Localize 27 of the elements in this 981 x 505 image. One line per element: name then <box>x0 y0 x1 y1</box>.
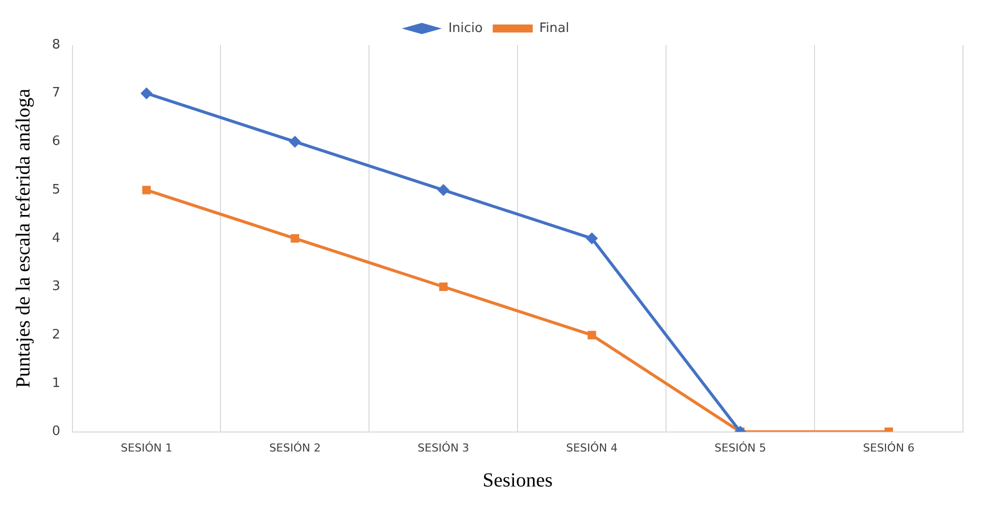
point <box>437 184 450 196</box>
y-tick-label: 0 <box>52 424 60 440</box>
x-tick-label: SESIÓN 5 <box>714 440 766 454</box>
point <box>290 234 300 243</box>
x-tick-label: SESIÓN 3 <box>418 440 470 454</box>
legend-label: Final <box>539 20 570 36</box>
y-axis-title: Puntajes de la escala referida análoga <box>12 88 34 388</box>
y-tick-label: 7 <box>52 86 60 101</box>
y-tick-label: 4 <box>52 230 60 246</box>
x-tick-label: SESIÓN 1 <box>120 440 172 454</box>
point <box>142 186 151 194</box>
point <box>586 232 598 244</box>
x-axis-title: Sesiones <box>482 469 553 492</box>
x-tick-label: SESIÓN 4 <box>566 440 618 454</box>
legend-label: Inicio <box>448 20 483 36</box>
y-tick-label: 2 <box>52 327 60 342</box>
y-tick-label: 5 <box>52 182 60 198</box>
x-tick-label: SESIÓN 2 <box>269 440 321 454</box>
y-tick-label: 1 <box>52 376 60 391</box>
point <box>588 330 596 340</box>
y-tick-label: 8 <box>52 37 60 52</box>
y-tick-label: 6 <box>52 134 60 150</box>
y-tick-label: 3 <box>52 279 60 294</box>
point <box>439 282 448 291</box>
point <box>140 87 152 100</box>
point <box>288 136 301 148</box>
x-tick-label: SESIÓN 6 <box>863 440 915 454</box>
